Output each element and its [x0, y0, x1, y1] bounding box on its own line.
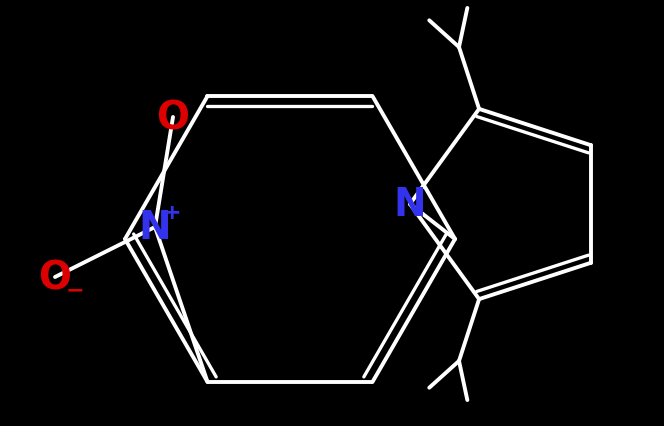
- Text: −: −: [66, 279, 84, 299]
- Text: +: +: [163, 202, 181, 222]
- Text: N: N: [394, 186, 426, 224]
- Text: O: O: [157, 99, 189, 137]
- Text: O: O: [39, 259, 72, 296]
- Text: N: N: [139, 208, 171, 246]
